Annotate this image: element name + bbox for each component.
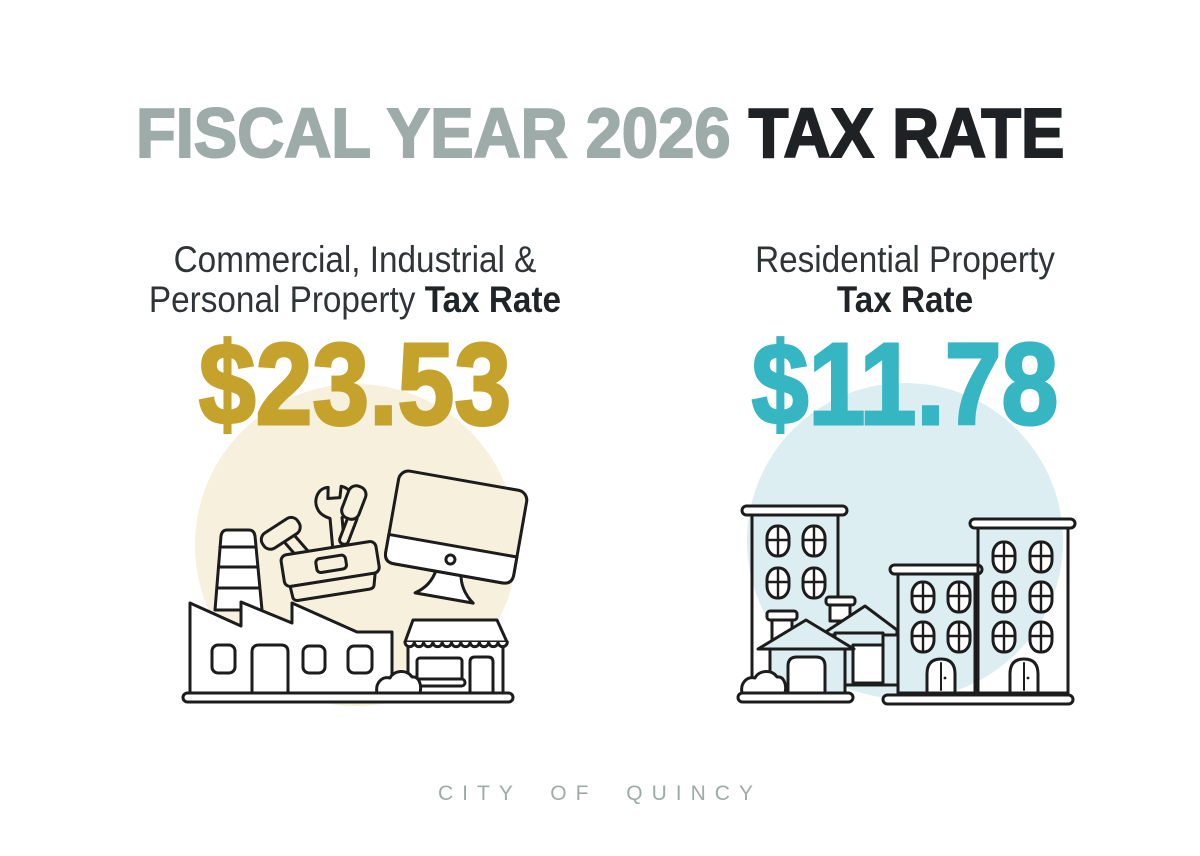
title-tax-rate: TAX RATE xyxy=(747,94,1065,172)
residential-tax-rate-value: $11.78 xyxy=(750,319,1059,449)
commercial-tax-rate-value: $23.53 xyxy=(198,319,513,449)
page-title: FISCAL YEAR 2026 TAX RATE xyxy=(0,97,1200,169)
house-front-icon xyxy=(756,609,856,695)
screwdriver-icon xyxy=(338,484,368,546)
computer-monitor-icon xyxy=(383,469,529,605)
residential-label: Residential Property Tax Rate xyxy=(680,240,1130,320)
commercial-illustration xyxy=(181,384,529,706)
commercial-label-line2-bold: Tax Rate xyxy=(424,279,562,320)
storefront-icon xyxy=(403,618,509,695)
bush-icon xyxy=(740,670,788,695)
footer-city-name: CITY OF QUINCY xyxy=(438,782,762,805)
residential-illustration xyxy=(736,383,1077,706)
bush-icon xyxy=(375,670,423,695)
blue-circle xyxy=(747,383,1063,699)
page-title-text: FISCAL YEAR 2026 TAX RATE xyxy=(135,97,1065,169)
factory-icon xyxy=(188,528,394,697)
residential-column: Residential Property Tax Rate $11.78 xyxy=(655,240,1155,449)
ground-bar-icon xyxy=(181,691,515,704)
title-fiscal-year: FISCAL YEAR 2026 xyxy=(135,94,749,172)
commercial-column: Commercial, Industrial & Personal Proper… xyxy=(105,240,605,449)
ground-bar-left-icon xyxy=(736,691,855,704)
commercial-label: Commercial, Industrial & Personal Proper… xyxy=(130,240,580,320)
toolbox-icon xyxy=(259,484,381,602)
residential-label-line2-bold: Tax Rate xyxy=(836,279,974,320)
residential-label-line1: Residential Property xyxy=(755,239,1055,280)
apartment-building-right-icon xyxy=(968,517,1077,695)
ground-bar-right-icon xyxy=(881,693,1075,706)
apartment-building-middle-icon xyxy=(888,563,984,695)
commercial-label-line1: Commercial, Industrial & xyxy=(173,239,537,280)
commercial-label-line2: Personal Property xyxy=(148,279,425,320)
